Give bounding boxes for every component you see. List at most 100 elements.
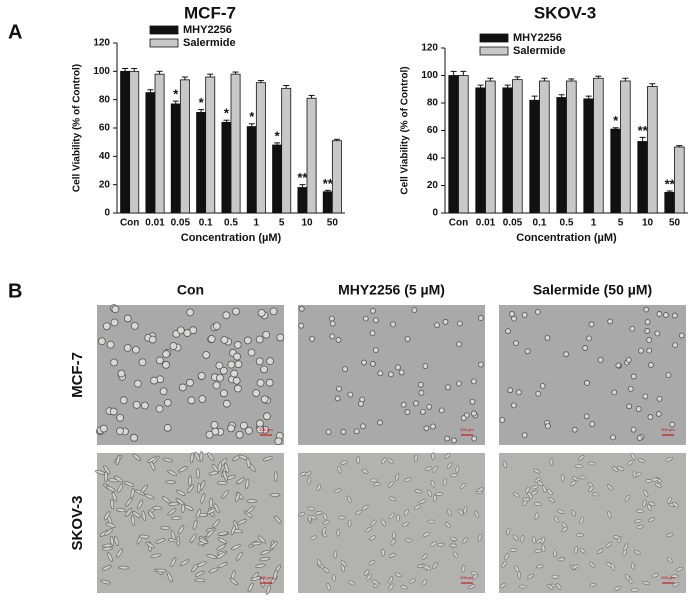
micrograph: 200 µm [95, 450, 284, 595]
cell [377, 419, 383, 426]
cell [162, 457, 173, 463]
cell [132, 345, 140, 354]
cell [582, 345, 589, 351]
cell [540, 536, 546, 544]
cell [198, 538, 209, 544]
error-bar [131, 68, 138, 72]
error-bar [568, 78, 575, 81]
cell [297, 512, 306, 517]
cell [212, 381, 221, 390]
cell [522, 497, 531, 502]
cell [299, 471, 307, 477]
scale-bar-label: 200 µm [661, 575, 675, 580]
cell [470, 410, 477, 417]
cell [100, 579, 111, 585]
cell [557, 557, 566, 562]
cell [434, 322, 440, 329]
error-bar [223, 119, 230, 123]
cell [547, 583, 554, 590]
cell [186, 378, 194, 387]
error-bar [477, 84, 484, 88]
cell [307, 506, 315, 511]
bar [129, 70, 140, 214]
cell [107, 478, 119, 483]
significance-mark: ** [638, 123, 649, 138]
cell [427, 519, 436, 524]
cell [536, 480, 544, 486]
cell [588, 485, 594, 493]
y-tick-label: 40 [427, 153, 439, 164]
cell [347, 391, 354, 398]
cell [418, 389, 425, 396]
error-bar [172, 100, 179, 104]
cell [167, 469, 177, 476]
cell [571, 475, 579, 482]
significance-mark: * [173, 87, 179, 102]
cell [531, 536, 536, 544]
bar [205, 76, 216, 214]
cell [469, 398, 476, 405]
cell [232, 307, 240, 316]
legend-label: Salermide [513, 45, 566, 57]
cell [665, 372, 672, 379]
cell [116, 413, 125, 422]
cell [216, 552, 226, 559]
cell [534, 309, 541, 315]
cell [104, 471, 108, 482]
cell [388, 583, 394, 591]
cell [539, 382, 546, 389]
cell [178, 525, 185, 535]
cell [246, 505, 255, 514]
bar [664, 191, 675, 214]
cell [432, 562, 438, 569]
panel-label: B [8, 280, 22, 302]
cell [395, 473, 400, 481]
cell [531, 485, 539, 490]
cell [666, 532, 674, 538]
significance-mark: * [224, 106, 230, 121]
cell [629, 325, 636, 332]
cell [358, 400, 364, 407]
cell [613, 535, 621, 540]
cell [390, 538, 396, 546]
cell [390, 321, 396, 328]
significance-mark: ** [297, 170, 308, 185]
cell [118, 565, 129, 570]
cell [119, 396, 128, 405]
y-tick-label: 0 [432, 208, 438, 219]
cell [591, 492, 600, 497]
cell [519, 584, 527, 589]
cell [130, 515, 136, 526]
cell [162, 350, 171, 359]
error-bar [122, 68, 129, 72]
cell [534, 512, 539, 520]
cell [607, 318, 614, 325]
cell [269, 307, 278, 316]
legend-label: MHY2256 [183, 24, 232, 36]
cell [654, 330, 661, 337]
cell [634, 519, 642, 524]
cell [421, 579, 428, 586]
cell [176, 326, 185, 335]
cell [361, 468, 369, 474]
cell [252, 389, 261, 398]
y-tick-label: 0 [104, 208, 110, 219]
cell [425, 466, 433, 471]
cell [229, 577, 238, 586]
x-tick-label: 1 [591, 218, 597, 229]
cell [394, 572, 402, 578]
bar [583, 98, 594, 214]
cell [219, 366, 228, 375]
cell [137, 499, 144, 510]
cell [274, 437, 283, 446]
significance-mark: * [613, 113, 619, 128]
bar [637, 141, 648, 214]
cell [144, 494, 155, 500]
cell [404, 336, 411, 342]
cell [444, 452, 451, 460]
cell [221, 489, 229, 499]
cell [332, 574, 336, 582]
cell [459, 482, 467, 489]
cell [329, 320, 336, 327]
cell [513, 340, 519, 347]
